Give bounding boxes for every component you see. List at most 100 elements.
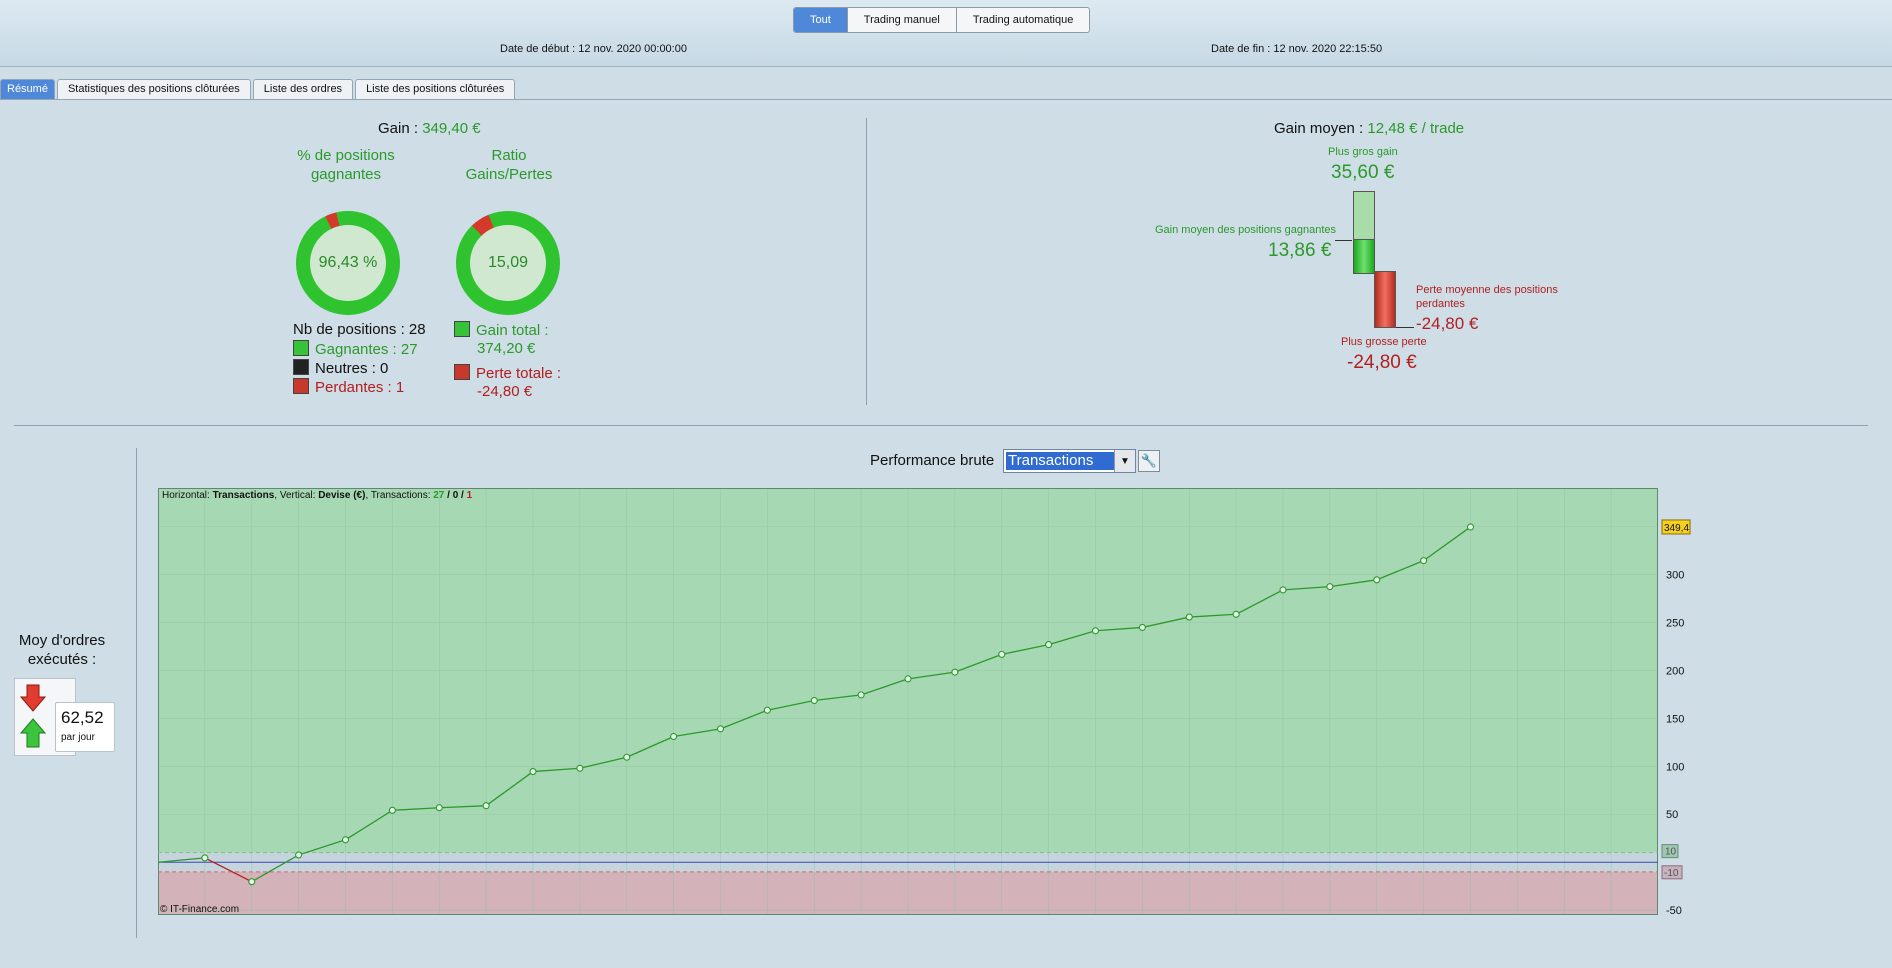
- performance-label: Performance brute: [870, 452, 995, 469]
- series-segment: [1235, 589, 1284, 615]
- data-point: [529, 767, 537, 776]
- series-segment: [298, 839, 346, 856]
- start-date-value: 12 nov. 2020 00:00:00: [578, 43, 687, 55]
- last-value-tag-box: [1661, 519, 1691, 535]
- series-segment: [626, 735, 674, 758]
- legend-gagnantes: Gagnantes : 27: [293, 340, 418, 358]
- gain-moyen-gagnantes-label: Gain moyen des positions gagnantes: [1155, 224, 1337, 236]
- series-segment: [204, 857, 253, 883]
- data-point: [1326, 583, 1334, 591]
- segment-trading-manuel[interactable]: Trading manuel: [848, 8, 957, 32]
- tab-resume[interactable]: Résumé: [0, 79, 55, 99]
- black-swatch: [293, 359, 309, 375]
- plus-grosse-perte-value: -24,80 €: [1347, 352, 1417, 373]
- orders-widget: 62,52 par jour: [14, 678, 115, 756]
- data-point: [295, 851, 303, 859]
- plus-gros-gain-value: 35,60 €: [1331, 162, 1395, 183]
- y-tick-label: 150: [1666, 713, 1684, 725]
- data-point: [1091, 627, 1100, 635]
- data-point: [1045, 641, 1053, 649]
- data-point: [1466, 523, 1475, 531]
- data-point: [904, 675, 912, 683]
- pct-value: 96,43 %: [310, 225, 386, 301]
- data-point: [1373, 576, 1381, 584]
- series-segment: [392, 807, 440, 811]
- ratio-title: Ratio Gains/Pertes: [465, 147, 553, 183]
- arrow-loss-pointer: [1396, 327, 1414, 328]
- data-point: [623, 753, 631, 761]
- info-vertical: Devise (€): [318, 490, 366, 501]
- start-date: Date de début : 12 nov. 2020 00:00:00: [500, 43, 687, 55]
- series-segment: [1142, 616, 1190, 629]
- info-sep1: /: [444, 490, 453, 501]
- red-swatch: [454, 364, 470, 380]
- data-point: [763, 706, 771, 714]
- order-arrows-icon: [20, 684, 46, 748]
- series-segment: [532, 767, 580, 773]
- wrench-icon[interactable]: 🔧: [1138, 450, 1160, 472]
- series-segment: [954, 653, 1002, 673]
- avg-loss-bar: [1374, 271, 1396, 328]
- data-point: [1420, 557, 1428, 565]
- series-segment: [439, 805, 487, 809]
- info-mid: , Vertical:: [274, 490, 319, 501]
- y-tick-label: 50: [1666, 809, 1678, 821]
- horizontal-divider: [14, 425, 1868, 426]
- series-segment: [1001, 643, 1049, 656]
- gain-moyen-gagnantes-value: 13,86 €: [1268, 240, 1332, 261]
- red-swatch: [293, 378, 309, 394]
- series-segment: [1329, 579, 1377, 588]
- gagnantes-text: Gagnantes : 27: [315, 341, 418, 358]
- arrow-gain-pointer: [1335, 240, 1352, 241]
- last-value-tag: 349,4: [1664, 523, 1689, 534]
- tab-statistiques[interactable]: Statistiques des positions clôturées: [56, 79, 251, 99]
- y-tick-label: 300: [1666, 569, 1684, 581]
- data-point: [998, 650, 1006, 658]
- series-segment: [673, 728, 721, 738]
- series-segment: [251, 854, 299, 883]
- data-point: [1232, 610, 1240, 618]
- performance-select[interactable]: Transactions ▼: [1003, 449, 1136, 473]
- chevron-down-icon[interactable]: ▼: [1114, 450, 1135, 472]
- tab-liste-positions[interactable]: Liste des positions clôturées: [355, 79, 516, 99]
- segment-trading-automatique[interactable]: Trading automatique: [972, 14, 1074, 26]
- green-swatch: [293, 340, 309, 356]
- data-point: [1138, 623, 1146, 631]
- performance-chart: 2468101214161820222426283030025020015010…: [158, 488, 1691, 916]
- data-point: [810, 696, 818, 705]
- segment-tout[interactable]: Tout: [794, 8, 848, 32]
- data-point: [201, 854, 209, 862]
- plot-border: [158, 488, 1658, 915]
- legend-perdantes: Perdantes : 1: [293, 378, 404, 396]
- chart-info: Horizontal: Transactions, Vertical: Devi…: [162, 490, 472, 501]
- perte-totale-value: -24,80 €: [477, 383, 533, 400]
- info-mid2: , Transactions:: [365, 490, 434, 501]
- gain-moyen-value: 12,48 € / trade: [1367, 120, 1465, 137]
- y-tick-label: 100: [1666, 761, 1684, 773]
- data-point: [716, 725, 725, 733]
- mode-segmented-control: Tout Trading manuel Trading automatique: [793, 7, 1091, 33]
- plus-gros-gain-label: Plus gros gain: [1328, 146, 1398, 158]
- gain-moyen-heading: Gain moyen : 12,48 € / trade: [1274, 120, 1464, 137]
- end-date: Date de fin : 12 nov. 2020 22:15:50: [1211, 43, 1382, 55]
- data-point: [248, 878, 256, 886]
- series-segment: [1095, 626, 1143, 632]
- data-point: [388, 806, 396, 814]
- end-date-value: 12 nov. 2020 22:15:50: [1273, 43, 1383, 55]
- perte-totale-label: Perte totale :: [476, 365, 562, 382]
- max-gain-bar: [1353, 191, 1375, 241]
- gain-total-value: 374,20 €: [477, 340, 536, 357]
- tab-liste-ordres[interactable]: Liste des ordres: [252, 79, 354, 99]
- chart-copyright: © IT-Finance.com: [160, 904, 240, 915]
- lower-band-tag: -10: [1664, 868, 1679, 879]
- ratio-value: 15,09: [470, 225, 546, 301]
- data-point: [341, 836, 350, 844]
- info-prefix: Horizontal:: [162, 490, 213, 501]
- avg-gain-bar: [1353, 239, 1375, 274]
- info-horizontal: Transactions: [212, 490, 275, 501]
- left-divider: [136, 448, 137, 938]
- top-bar: Tout Trading manuel Trading automatique …: [0, 0, 1892, 67]
- series-segment: [345, 809, 393, 841]
- gain-total-label: Gain total :: [476, 322, 549, 339]
- tab-bar: Résumé Statistiques des positions clôtur…: [0, 79, 517, 99]
